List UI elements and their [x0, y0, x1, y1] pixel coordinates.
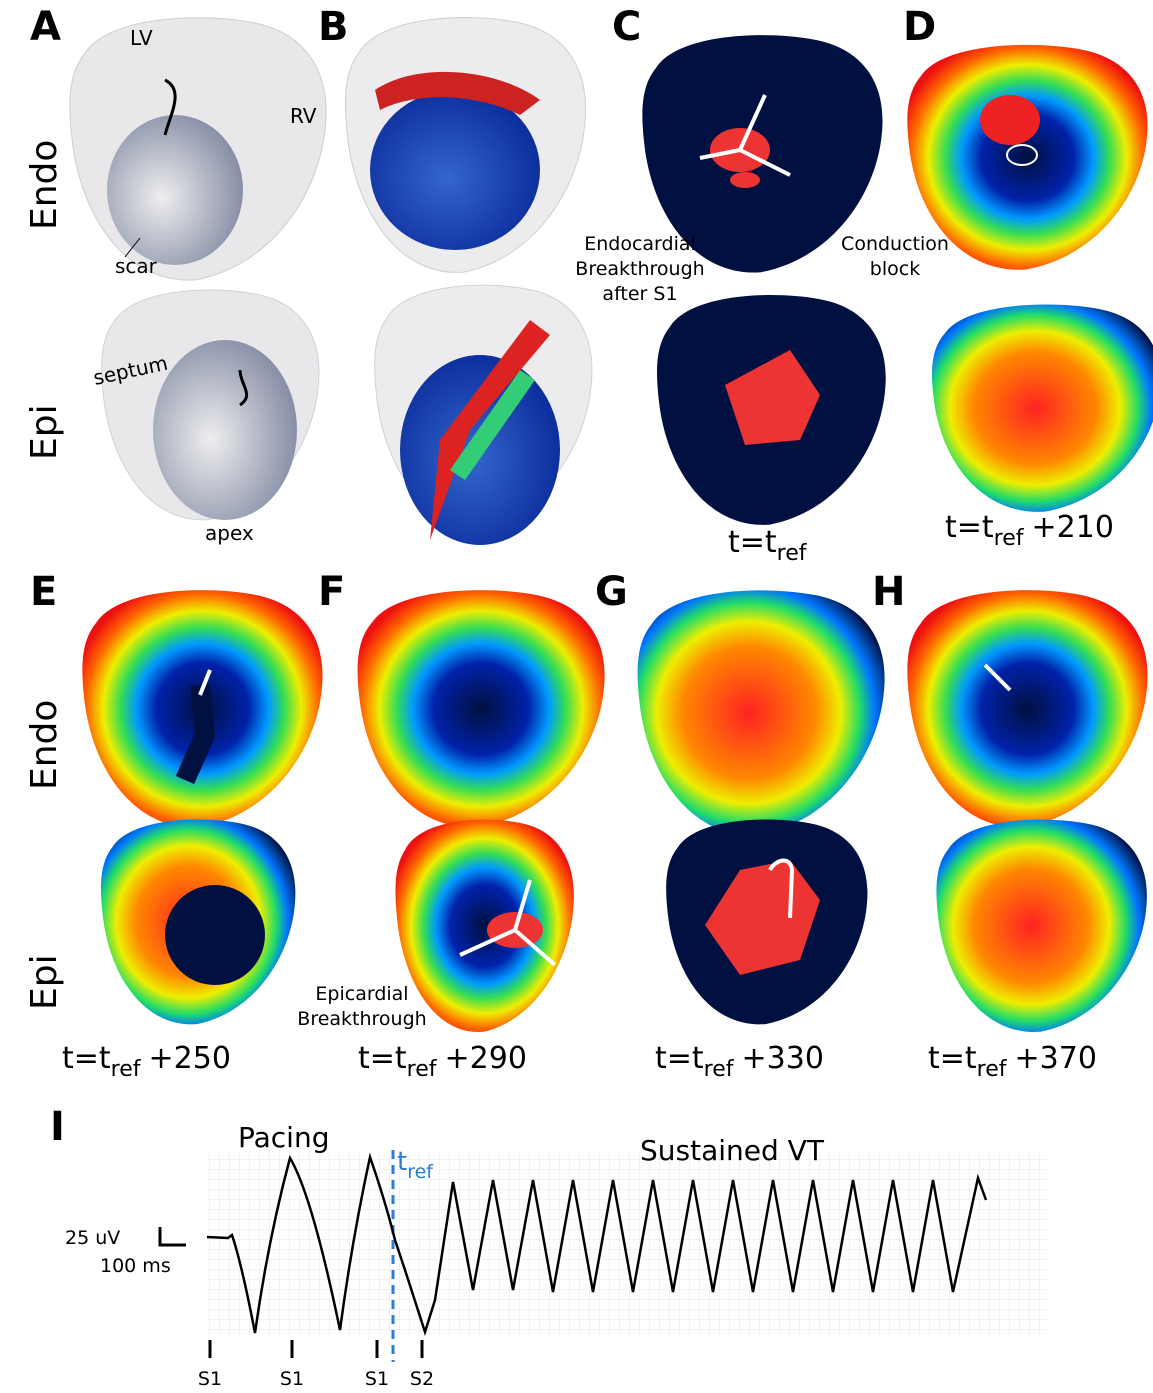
time-sub: ref: [704, 1057, 735, 1082]
panel-letter: A: [30, 4, 61, 50]
time-text: t=t: [928, 1041, 977, 1076]
stimulus-ticks: [210, 1340, 422, 1358]
time-label: t=tref +210: [945, 510, 1114, 551]
time-label: t=tref +330: [655, 1041, 824, 1082]
time-text: t=t: [728, 525, 777, 560]
row-label: Endo: [24, 140, 65, 230]
time-sub: ref: [777, 541, 808, 566]
time-text: +330: [742, 1041, 824, 1076]
block-region: [165, 885, 265, 985]
scale-label: 25 uV: [65, 1227, 120, 1249]
panel-letter: C: [612, 4, 641, 50]
stimulus-label: S1: [365, 1368, 389, 1390]
annotation: Breakthrough: [297, 1008, 426, 1030]
heart-lv: [107, 115, 243, 265]
heart-map: [932, 305, 1153, 512]
time-text: +210: [1032, 510, 1114, 545]
panel-letter: D: [903, 4, 936, 50]
time-sub: ref: [977, 1057, 1008, 1082]
time-text: t=t: [62, 1041, 111, 1076]
ecg-label: Sustained VT: [640, 1134, 825, 1167]
annotation: Conduction: [841, 233, 949, 255]
time-sub: ref: [407, 1057, 438, 1082]
heart-lv: [370, 90, 540, 250]
annotation: Breakthrough: [575, 258, 704, 280]
activation: [980, 95, 1040, 145]
scale-label: 100 ms: [100, 1255, 171, 1277]
heart-map: [358, 590, 605, 827]
time-text: t=t: [945, 510, 994, 545]
time-text: +250: [149, 1041, 231, 1076]
panel-letter: I: [50, 1104, 65, 1150]
time-text: t=t: [358, 1041, 407, 1076]
time-label: t=tref +250: [62, 1041, 231, 1082]
time-text: t=t: [655, 1041, 704, 1076]
ecg-label: Pacing: [238, 1121, 329, 1154]
heart-map: [638, 590, 885, 835]
heart-lv: [153, 340, 297, 520]
panel-letter: E: [30, 569, 57, 615]
annotation: LV: [130, 26, 153, 50]
row-label: Endo: [24, 700, 65, 790]
tref-sub: ref: [407, 1161, 434, 1183]
time-text: +370: [1015, 1041, 1097, 1076]
stimulus-label: S1: [198, 1368, 222, 1390]
time-sub: ref: [994, 526, 1025, 551]
heart-map: [907, 590, 1147, 827]
time-sub: ref: [111, 1057, 142, 1082]
annotation: Epicardial: [315, 983, 408, 1005]
annotation: after S1: [602, 283, 677, 305]
panel-letter: G: [595, 569, 628, 615]
heart-map: [936, 820, 1146, 1032]
annotation: RV: [290, 104, 317, 128]
annotation: apex: [205, 521, 254, 545]
time-label: t=tref +370: [928, 1041, 1097, 1082]
row-label: Epi: [24, 954, 65, 1010]
figure: A B C D E F G H I Endo Epi Endo Epi LV R…: [0, 0, 1153, 1393]
annotation: scar: [115, 254, 158, 278]
time-label: t=tref +290: [358, 1041, 527, 1082]
heart-map: [395, 820, 573, 1032]
tref-text: t: [397, 1147, 407, 1177]
panel-letter: B: [318, 4, 349, 50]
stimulus-labels: S1 S1 S1 S2: [198, 1368, 434, 1390]
annotation: block: [870, 258, 920, 280]
time-label: t=tref: [728, 525, 808, 566]
panel-letter: F: [318, 569, 345, 615]
scale-bar: [160, 1227, 186, 1245]
time-text: +290: [445, 1041, 527, 1076]
stimulus-label: S1: [280, 1368, 304, 1390]
row-label: Epi: [24, 404, 65, 460]
activation: [730, 172, 760, 188]
panel-letter: H: [872, 569, 905, 615]
stimulus-label: S2: [410, 1368, 434, 1390]
annotation: Endocardial: [584, 233, 696, 255]
